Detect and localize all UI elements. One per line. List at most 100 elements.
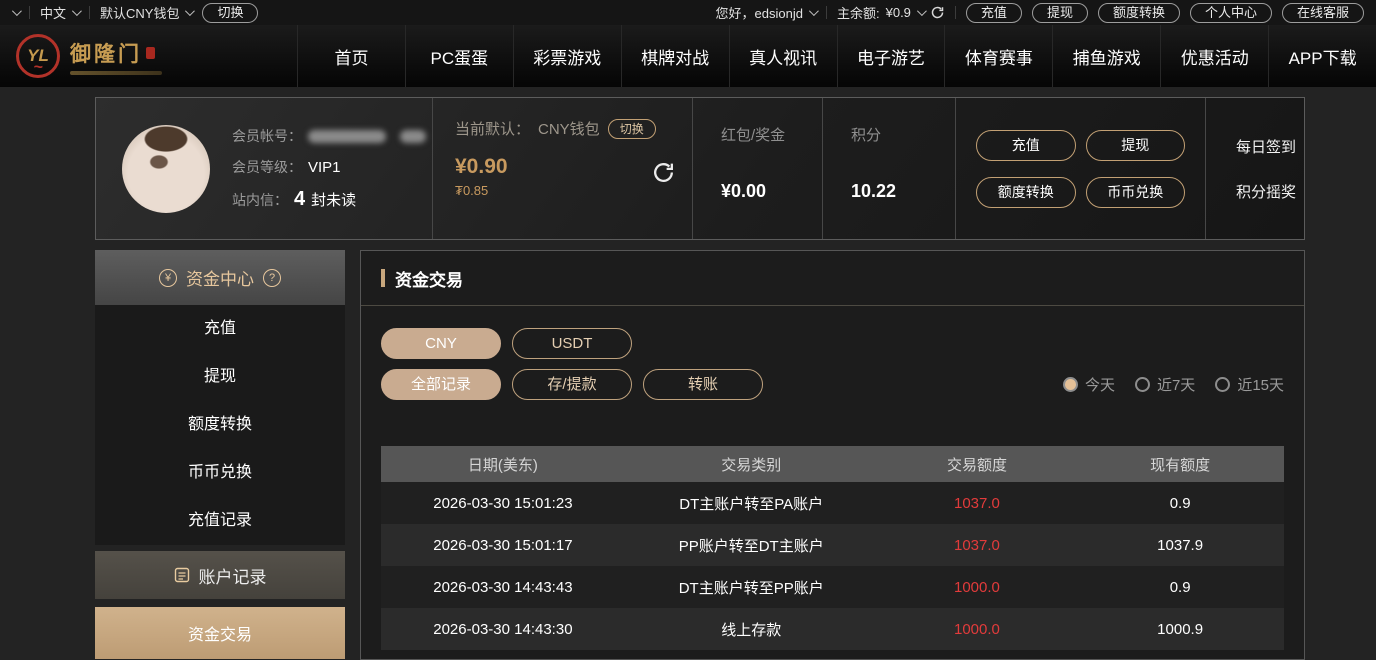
sidebar-item-coin-exchange[interactable]: 币币兑换	[187, 464, 252, 481]
site-logo[interactable]: YL 御隆门	[0, 25, 297, 87]
table-row[interactable]: 2026-03-30 14:43:30 线上存款 1000.0 1000.9	[381, 608, 1284, 650]
coin-icon: ¥	[159, 268, 177, 287]
radio-7days-label: 近7天	[1156, 377, 1196, 394]
divider	[89, 6, 91, 19]
divider	[825, 6, 827, 19]
default-wallet-label: 默认CNY钱包	[100, 6, 180, 21]
ledger-icon	[174, 567, 190, 583]
table-row[interactable]: 2026-03-30 15:01:23 DT主账户转至PA账户 1037.0 0…	[381, 482, 1284, 524]
transactions-table: 日期(美东) 交易类别 交易额度 现有额度 2026-03-30 15:01:2…	[381, 446, 1284, 650]
panel-header: 资金交易	[361, 251, 1304, 306]
points-label: 积分	[851, 127, 882, 144]
level-label: 会员等级：	[232, 159, 302, 175]
wallet-switch-button[interactable]: 切换	[202, 2, 259, 23]
user-section: 会员帐号： 会员等级： VIP1 站内信： 4 封未读	[96, 98, 432, 239]
top-bar-right: 您好，edsionjd 主余额: ¥0.9 充值 提现 额度转换 个人中心 在线…	[715, 2, 1364, 23]
sidebar-item-withdraw[interactable]: 提现	[203, 368, 236, 385]
nav-item-home[interactable]: 首页	[297, 25, 405, 87]
radio-last-15-days[interactable]: 近15天	[1215, 374, 1284, 395]
nav-item-live-casino[interactable]: 真人视讯	[728, 25, 837, 87]
deposit-button[interactable]: 充值	[976, 129, 1076, 161]
col-amount: 交易额度	[946, 456, 1007, 474]
points-lottery-link[interactable]: 积分摇奖	[1236, 183, 1297, 201]
col-type: 交易类别	[721, 456, 782, 474]
page-title: 资金交易	[395, 270, 463, 290]
radio-icon	[1134, 377, 1150, 392]
cell-date: 2026-03-30 14:43:30	[433, 620, 573, 638]
radio-last-7-days[interactable]: 近7天	[1134, 374, 1196, 395]
nav-item-pcdandan[interactable]: PC蛋蛋	[404, 25, 513, 87]
topbar-support-button[interactable]: 在线客服	[1281, 2, 1364, 23]
nav-item-app-download[interactable]: APP下载	[1268, 25, 1376, 87]
help-icon[interactable]: ?	[263, 268, 281, 287]
user-greeting: 您好，edsionjd	[715, 6, 803, 21]
nav-item-sports[interactable]: 体育赛事	[944, 25, 1052, 87]
table-row[interactable]: 2026-03-30 14:43:43 DT主账户转至PP账户 1000.0 0…	[381, 566, 1284, 608]
topbar-quota-transfer-button[interactable]: 额度转换	[1097, 2, 1180, 23]
collapse-chevron-icon[interactable]	[11, 6, 22, 17]
cell-date: 2026-03-30 14:43:43	[433, 578, 573, 596]
points-value: 10.22	[851, 181, 897, 201]
tab-cny[interactable]: CNY	[381, 328, 501, 359]
nav-item-promotions[interactable]: 优惠活动	[1160, 25, 1268, 87]
tab-all-records[interactable]: 全部记录	[381, 369, 501, 400]
chevron-down-icon	[71, 6, 82, 17]
col-balance: 现有额度	[1150, 456, 1211, 474]
sidebar: ¥ 资金中心 ? 充值 提现 额度转换 币币兑换 充值记录 账户记录 资金交易	[95, 250, 345, 660]
cell-type: 线上存款	[721, 621, 782, 639]
nav-item-lottery[interactable]: 彩票游戏	[512, 25, 621, 87]
logo-name: 御隆门	[70, 38, 162, 68]
nav-item-slots[interactable]: 电子游艺	[836, 25, 945, 87]
account-row: 会员帐号：	[232, 126, 426, 146]
inbox-row[interactable]: 站内信： 4 封未读	[232, 188, 426, 211]
table-row[interactable]: 2026-03-30 15:01:17 PP账户转至DT主账户 1037.0 1…	[381, 524, 1284, 566]
sidebar-item-fund-transactions[interactable]: 资金交易	[95, 607, 345, 659]
sidebar-item-deposit-records[interactable]: 充值记录	[187, 512, 252, 529]
radio-today[interactable]: 今天	[1062, 374, 1115, 395]
topbar-deposit-button[interactable]: 充值	[965, 2, 1022, 23]
sidebar-item-deposit[interactable]: 充值	[203, 320, 236, 337]
nav-item-boardgames[interactable]: 棋牌对战	[620, 25, 729, 87]
tab-usdt[interactable]: USDT	[512, 328, 632, 359]
sidebar-item-quota-transfer[interactable]: 额度转换	[187, 416, 252, 433]
sidebar-list: 充值 提现 额度转换 币币兑换 充值记录	[95, 305, 345, 545]
tab-deposit-withdraw[interactable]: 存/提款	[512, 369, 632, 400]
topbar-withdraw-button[interactable]: 提现	[1031, 2, 1088, 23]
nav-item-fishing[interactable]: 捕鱼游戏	[1052, 25, 1160, 87]
main-balance-label: 主余额:	[836, 6, 880, 21]
level-row: 会员等级： VIP1	[232, 157, 426, 177]
quota-transfer-button[interactable]: 额度转换	[976, 176, 1076, 208]
divider	[954, 6, 956, 19]
coin-exchange-button[interactable]: 币币兑换	[1085, 176, 1185, 208]
main-balance-value: ¥0.9	[885, 5, 911, 20]
main-balance[interactable]: 主余额: ¥0.9	[837, 3, 945, 22]
cell-type: PP账户转至DT主账户	[678, 537, 824, 555]
cell-balance: 0.9	[1169, 494, 1191, 512]
chevron-down-icon	[185, 6, 196, 17]
wallet-name: CNY钱包	[538, 121, 600, 138]
cell-balance: 1037.9	[1157, 536, 1204, 554]
nav-items: 首页 PC蛋蛋 彩票游戏 棋牌对战 真人视讯 电子游艺 体育赛事 捕鱼游戏 优惠…	[297, 25, 1376, 87]
inbox-unread-count: 4	[294, 188, 306, 210]
topbar-profile-button[interactable]: 个人中心	[1189, 2, 1272, 23]
wallet-refresh-icon[interactable]	[651, 160, 676, 185]
refresh-icon[interactable]	[930, 5, 945, 20]
logo-seal-icon	[146, 46, 155, 59]
daily-signin-link[interactable]: 每日签到	[1236, 138, 1297, 156]
sidebar-section1-title: 资金中心	[186, 270, 254, 289]
currency-tabs: CNY USDT	[381, 328, 1284, 359]
account-number-redacted	[308, 129, 386, 143]
avatar[interactable]	[122, 124, 210, 213]
cell-amount: 1037.0	[954, 536, 1000, 554]
user-menu[interactable]: 您好，edsionjd	[715, 3, 819, 22]
language-selector[interactable]: 中文	[40, 3, 82, 22]
default-wallet-selector[interactable]: 默认CNY钱包	[100, 3, 196, 22]
date-filter-group: 今天 近7天 近15天	[1062, 374, 1284, 395]
profile-panel: 会员帐号： 会员等级： VIP1 站内信： 4 封未读 当前默认： CNY钱包	[95, 97, 1305, 240]
radio-icon	[1215, 377, 1231, 392]
main-nav: YL 御隆门 首页 PC蛋蛋 彩票游戏 棋牌对战 真人视讯 电子游艺 体育赛事 …	[0, 25, 1376, 87]
wallet-switch-button[interactable]: 切换	[607, 118, 656, 139]
logo-text-block: 御隆门	[70, 38, 162, 75]
withdraw-button[interactable]: 提现	[1085, 129, 1185, 161]
tab-transfer[interactable]: 转账	[643, 369, 763, 400]
